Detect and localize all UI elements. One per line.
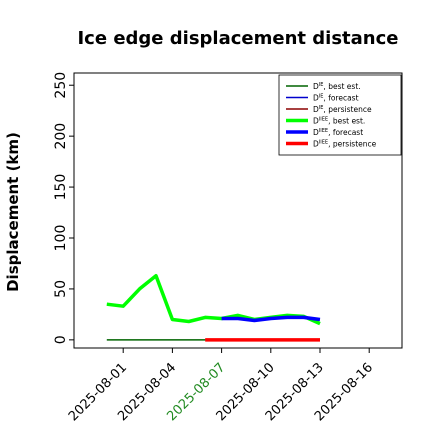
y-tick-label: 200 (53, 123, 69, 150)
series-line-4 (221, 315, 321, 323)
y-axis: 0 50 100 150 200 250 (53, 72, 74, 344)
y-tick-label: 100 (53, 225, 69, 252)
legend-entry-3: DIIEE, best est. (313, 116, 365, 125)
x-axis: 2025-08-012025-08-042025-08-072025-08-10… (66, 348, 376, 424)
plot-area (73, 72, 403, 349)
y-tick-label: 150 (53, 174, 69, 201)
y-tick-label: 250 (53, 72, 69, 99)
y-tick-label: 0 (53, 335, 69, 344)
legend-entry-5: DIIEE, persistence (313, 139, 377, 148)
series-layer (106, 273, 321, 342)
y-tick-label: 50 (53, 280, 69, 298)
chart-title: Ice edge displacement distance (77, 28, 398, 49)
legend-entry-1: DIE, forecast (313, 93, 359, 102)
legend-entry-2: DIE, persistence (313, 105, 372, 114)
legend-box (278, 74, 402, 156)
series-line-3 (106, 273, 321, 326)
legend: DIE, best est. DIE, forecast DIE, persiste… (278, 74, 402, 156)
y-axis-label: Displacement (km) (4, 132, 22, 292)
legend-entry-4: DIIEE, forecast (313, 128, 363, 137)
legend-entry-0: DIE, best est. (313, 82, 361, 91)
